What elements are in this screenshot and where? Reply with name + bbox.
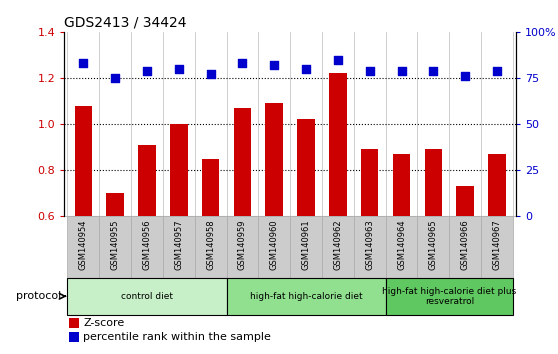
Text: GSM140959: GSM140959: [238, 219, 247, 270]
Point: [270, 62, 278, 68]
Point: [365, 68, 374, 73]
Point: [238, 61, 247, 66]
Text: GSM140967: GSM140967: [493, 219, 502, 270]
Bar: [69, 318, 79, 327]
Bar: [138, 145, 156, 216]
Bar: [417, 216, 449, 278]
Bar: [195, 216, 227, 278]
Bar: [99, 216, 131, 278]
Bar: [425, 149, 442, 216]
Point: [334, 57, 343, 62]
Point: [302, 66, 311, 72]
Bar: [234, 108, 251, 216]
Bar: [131, 216, 163, 278]
Text: GSM140963: GSM140963: [365, 219, 374, 270]
Text: percentile rank within the sample: percentile rank within the sample: [83, 332, 271, 342]
Text: Z-score: Z-score: [83, 318, 124, 328]
Bar: [481, 216, 513, 278]
Bar: [449, 216, 481, 278]
Text: protocol: protocol: [16, 291, 61, 301]
Bar: [258, 216, 290, 278]
Bar: [361, 149, 378, 216]
Text: GDS2413 / 34424: GDS2413 / 34424: [64, 15, 187, 29]
Point: [429, 68, 438, 73]
Bar: [329, 73, 347, 216]
Bar: [202, 159, 219, 216]
Point: [493, 68, 502, 73]
Bar: [69, 332, 79, 342]
Text: GSM140966: GSM140966: [461, 219, 470, 270]
Text: control diet: control diet: [121, 292, 173, 301]
Point: [174, 66, 183, 72]
Text: GSM140960: GSM140960: [270, 219, 279, 270]
Bar: [107, 193, 124, 216]
Bar: [68, 278, 227, 315]
Text: GSM140955: GSM140955: [110, 219, 119, 270]
Bar: [322, 216, 354, 278]
Text: GSM140965: GSM140965: [429, 219, 438, 270]
Bar: [297, 119, 315, 216]
Text: GSM140964: GSM140964: [397, 219, 406, 270]
Bar: [227, 216, 258, 278]
Text: GSM140962: GSM140962: [333, 219, 343, 270]
Bar: [354, 216, 386, 278]
Bar: [75, 105, 92, 216]
Point: [79, 61, 88, 66]
Text: GSM140957: GSM140957: [174, 219, 183, 270]
Text: GSM140954: GSM140954: [79, 219, 88, 270]
Bar: [290, 216, 322, 278]
Bar: [170, 124, 187, 216]
Point: [397, 68, 406, 73]
Bar: [227, 278, 386, 315]
Text: GSM140956: GSM140956: [142, 219, 151, 270]
Bar: [393, 154, 410, 216]
Point: [110, 75, 119, 81]
Bar: [386, 278, 513, 315]
Bar: [386, 216, 417, 278]
Bar: [266, 103, 283, 216]
Point: [142, 68, 151, 73]
Text: GSM140958: GSM140958: [206, 219, 215, 270]
Point: [206, 72, 215, 77]
Text: high-fat high-calorie diet plus
resveratrol: high-fat high-calorie diet plus resverat…: [382, 286, 517, 306]
Point: [461, 73, 470, 79]
Bar: [456, 186, 474, 216]
Bar: [68, 216, 99, 278]
Bar: [488, 154, 506, 216]
Text: GSM140961: GSM140961: [301, 219, 311, 270]
Bar: [163, 216, 195, 278]
Text: high-fat high-calorie diet: high-fat high-calorie diet: [250, 292, 362, 301]
